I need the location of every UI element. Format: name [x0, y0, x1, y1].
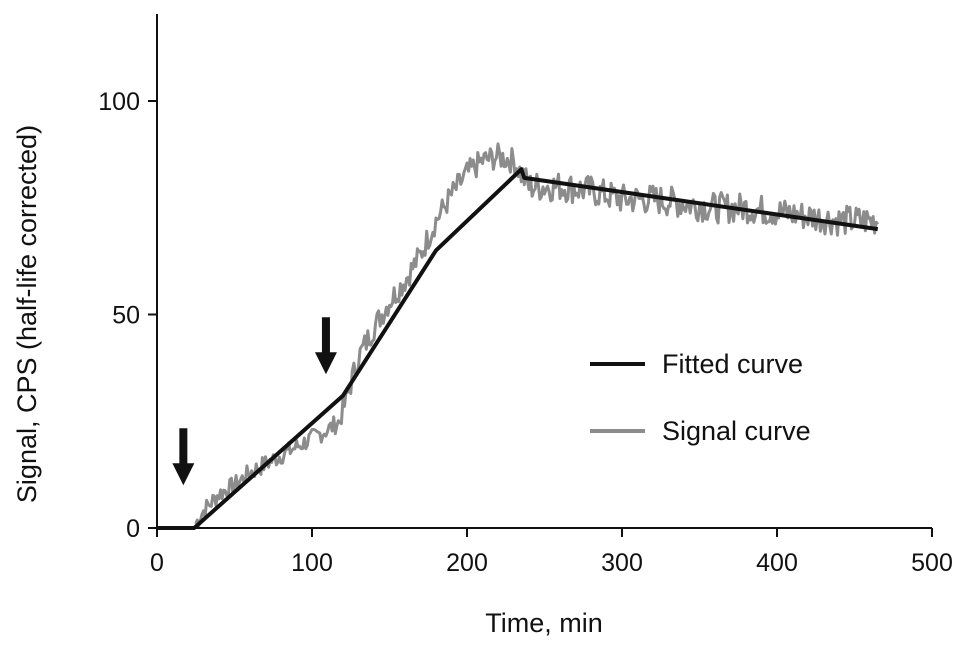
y-tick-label: 100 [98, 88, 140, 116]
y-tick-label: 0 [126, 515, 140, 543]
plot-area [157, 142, 879, 530]
down-arrow-annotation [172, 428, 195, 486]
legend: Fitted curve Signal curve [590, 349, 811, 446]
x-tick-label: 100 [291, 549, 333, 577]
x-tick-label: 0 [150, 549, 164, 577]
x-tick-label: 200 [446, 549, 488, 577]
x-tick-label: 500 [911, 549, 953, 577]
legend-label: Signal curve [662, 416, 811, 446]
y-axis-label: Signal, CPS (half-life corrected) [12, 125, 42, 503]
down-arrow-annotation [314, 317, 337, 375]
legend-label: Fitted curve [662, 349, 803, 379]
y-tick-label: 50 [112, 302, 140, 330]
x-tick-label: 400 [756, 549, 798, 577]
axes: 0 100 200 300 400 500 0 50 100 [98, 14, 953, 577]
signal-curve-line [194, 142, 879, 528]
x-tick-label: 300 [601, 549, 643, 577]
x-axis-label: Time, min [485, 608, 603, 638]
